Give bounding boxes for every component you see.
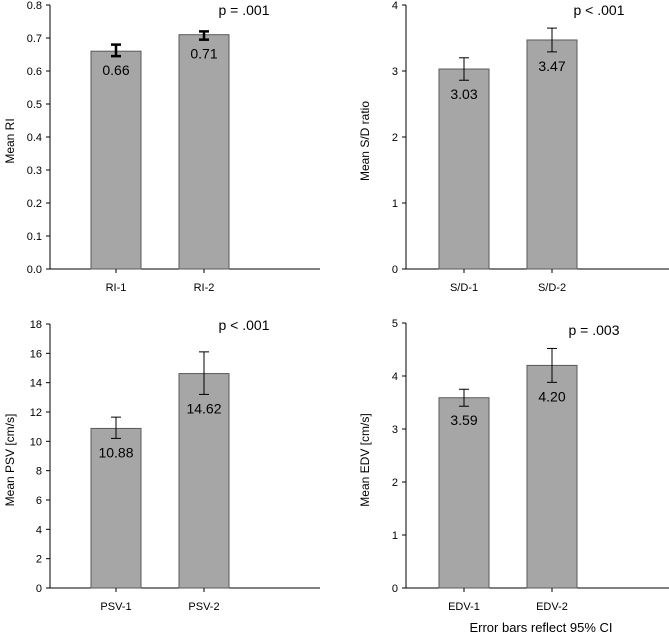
x-tick-label: EDV-1: [448, 601, 480, 613]
data-label: 4.20: [538, 388, 565, 404]
y-tick-label: 0.7: [27, 33, 42, 45]
y-tick-label: 3: [392, 424, 398, 436]
data-label: 10.88: [98, 444, 133, 460]
error-bar: [199, 30, 209, 41]
y-tick-label: 0: [392, 583, 398, 595]
y-tick-label: 0.2: [27, 198, 42, 210]
y-tick-label: 10: [30, 436, 42, 448]
y-tick-label: 6: [36, 495, 42, 507]
error-bar: [547, 347, 557, 383]
p-value-annotation: p = .003: [569, 322, 620, 338]
error-bar: [111, 43, 121, 58]
error-bar: [111, 416, 121, 439]
bar-PSV-2: [178, 373, 230, 589]
x-tick-label: RI-2: [194, 282, 215, 294]
y-tick-label: 1: [392, 198, 398, 210]
y-tick-label: 0.8: [27, 0, 42, 12]
x-tick-label: PSV-1: [100, 601, 131, 613]
y-tick-label: 14: [30, 378, 42, 390]
bar-S/D-2: [526, 39, 578, 270]
footnote: Error bars reflect 95% CI: [469, 620, 612, 635]
y-tick-label: 3: [392, 66, 398, 78]
chart-panel-1: 0.0 0.1 0.2 0.3 0.4 0.5 0.6 0.7 0.8 Mean RI RI-1 0.…: [3, 0, 320, 294]
data-label: 0.66: [102, 62, 129, 78]
x-tick-label: EDV-2: [536, 601, 568, 613]
data-label: 0.71: [190, 46, 217, 62]
y-tick-label: 12: [30, 407, 42, 419]
y-tick-label: 0.4: [27, 132, 42, 144]
y-tick-label: 18: [30, 319, 42, 331]
y-axis-label: Mean S/D ratio: [358, 101, 372, 181]
p-value-annotation: p = .001: [219, 2, 270, 18]
y-tick-label: 5: [392, 318, 398, 330]
bar-EDV-1: [438, 397, 490, 589]
x-tick-label: S/D-1: [450, 282, 478, 294]
error-bar: [547, 27, 557, 53]
data-label: 3.47: [538, 58, 565, 74]
error-bar: [459, 57, 469, 81]
y-tick-label: 0: [392, 264, 398, 276]
y-axis-label: Mean EDV [cm/s]: [358, 413, 372, 506]
y-tick-label: 2: [392, 477, 398, 489]
y-tick-label: 0: [36, 583, 42, 595]
p-value-annotation: p < .001: [219, 317, 270, 333]
bar-RI-1: [90, 50, 142, 270]
error-bar: [459, 388, 469, 407]
bar-PSV-1: [90, 427, 142, 589]
y-tick-label: 0.5: [27, 99, 42, 111]
p-value-annotation: p < .001: [574, 2, 625, 18]
chart-panel-4: 0 1 2 3 4 5 Mean EDV [cm/s] EDV-1 3.59 EDV-2 4.20 p…: [358, 318, 669, 613]
y-tick-label: 0.1: [27, 231, 42, 243]
y-tick-label: 8: [36, 466, 42, 478]
y-tick-label: 4: [36, 524, 42, 536]
y-tick-label: 4: [392, 0, 398, 12]
y-axis-label: Mean PSV [cm/s]: [3, 414, 17, 507]
data-label: 14.62: [186, 400, 221, 416]
y-axis-label: Mean RI: [3, 118, 17, 163]
data-label: 3.59: [450, 412, 477, 428]
chart-panel-3: 0 2 4 6 8 10 12 14 16 18 Mean PSV [cm/s] PSV-1 10.88…: [3, 317, 320, 613]
data-label: 3.03: [450, 86, 477, 102]
y-tick-label: 1: [392, 530, 398, 542]
chart-panel-2: 0 1 2 3 4 Mean S/D ratio S/D-1 3.03 S/D-2 3.47 p <…: [358, 0, 669, 294]
bar-RI-2: [178, 34, 230, 270]
x-tick-label: PSV-2: [188, 601, 219, 613]
error-bar: [199, 351, 209, 395]
x-tick-label: S/D-2: [538, 282, 566, 294]
y-tick-label: 0.3: [27, 165, 42, 177]
y-tick-label: 0.0: [27, 264, 42, 276]
x-tick-label: RI-1: [106, 282, 127, 294]
y-tick-label: 2: [392, 132, 398, 144]
y-tick-label: 2: [36, 554, 42, 566]
y-tick-label: 4: [392, 371, 398, 383]
y-tick-label: 0.6: [27, 66, 42, 78]
y-tick-label: 16: [30, 348, 42, 360]
